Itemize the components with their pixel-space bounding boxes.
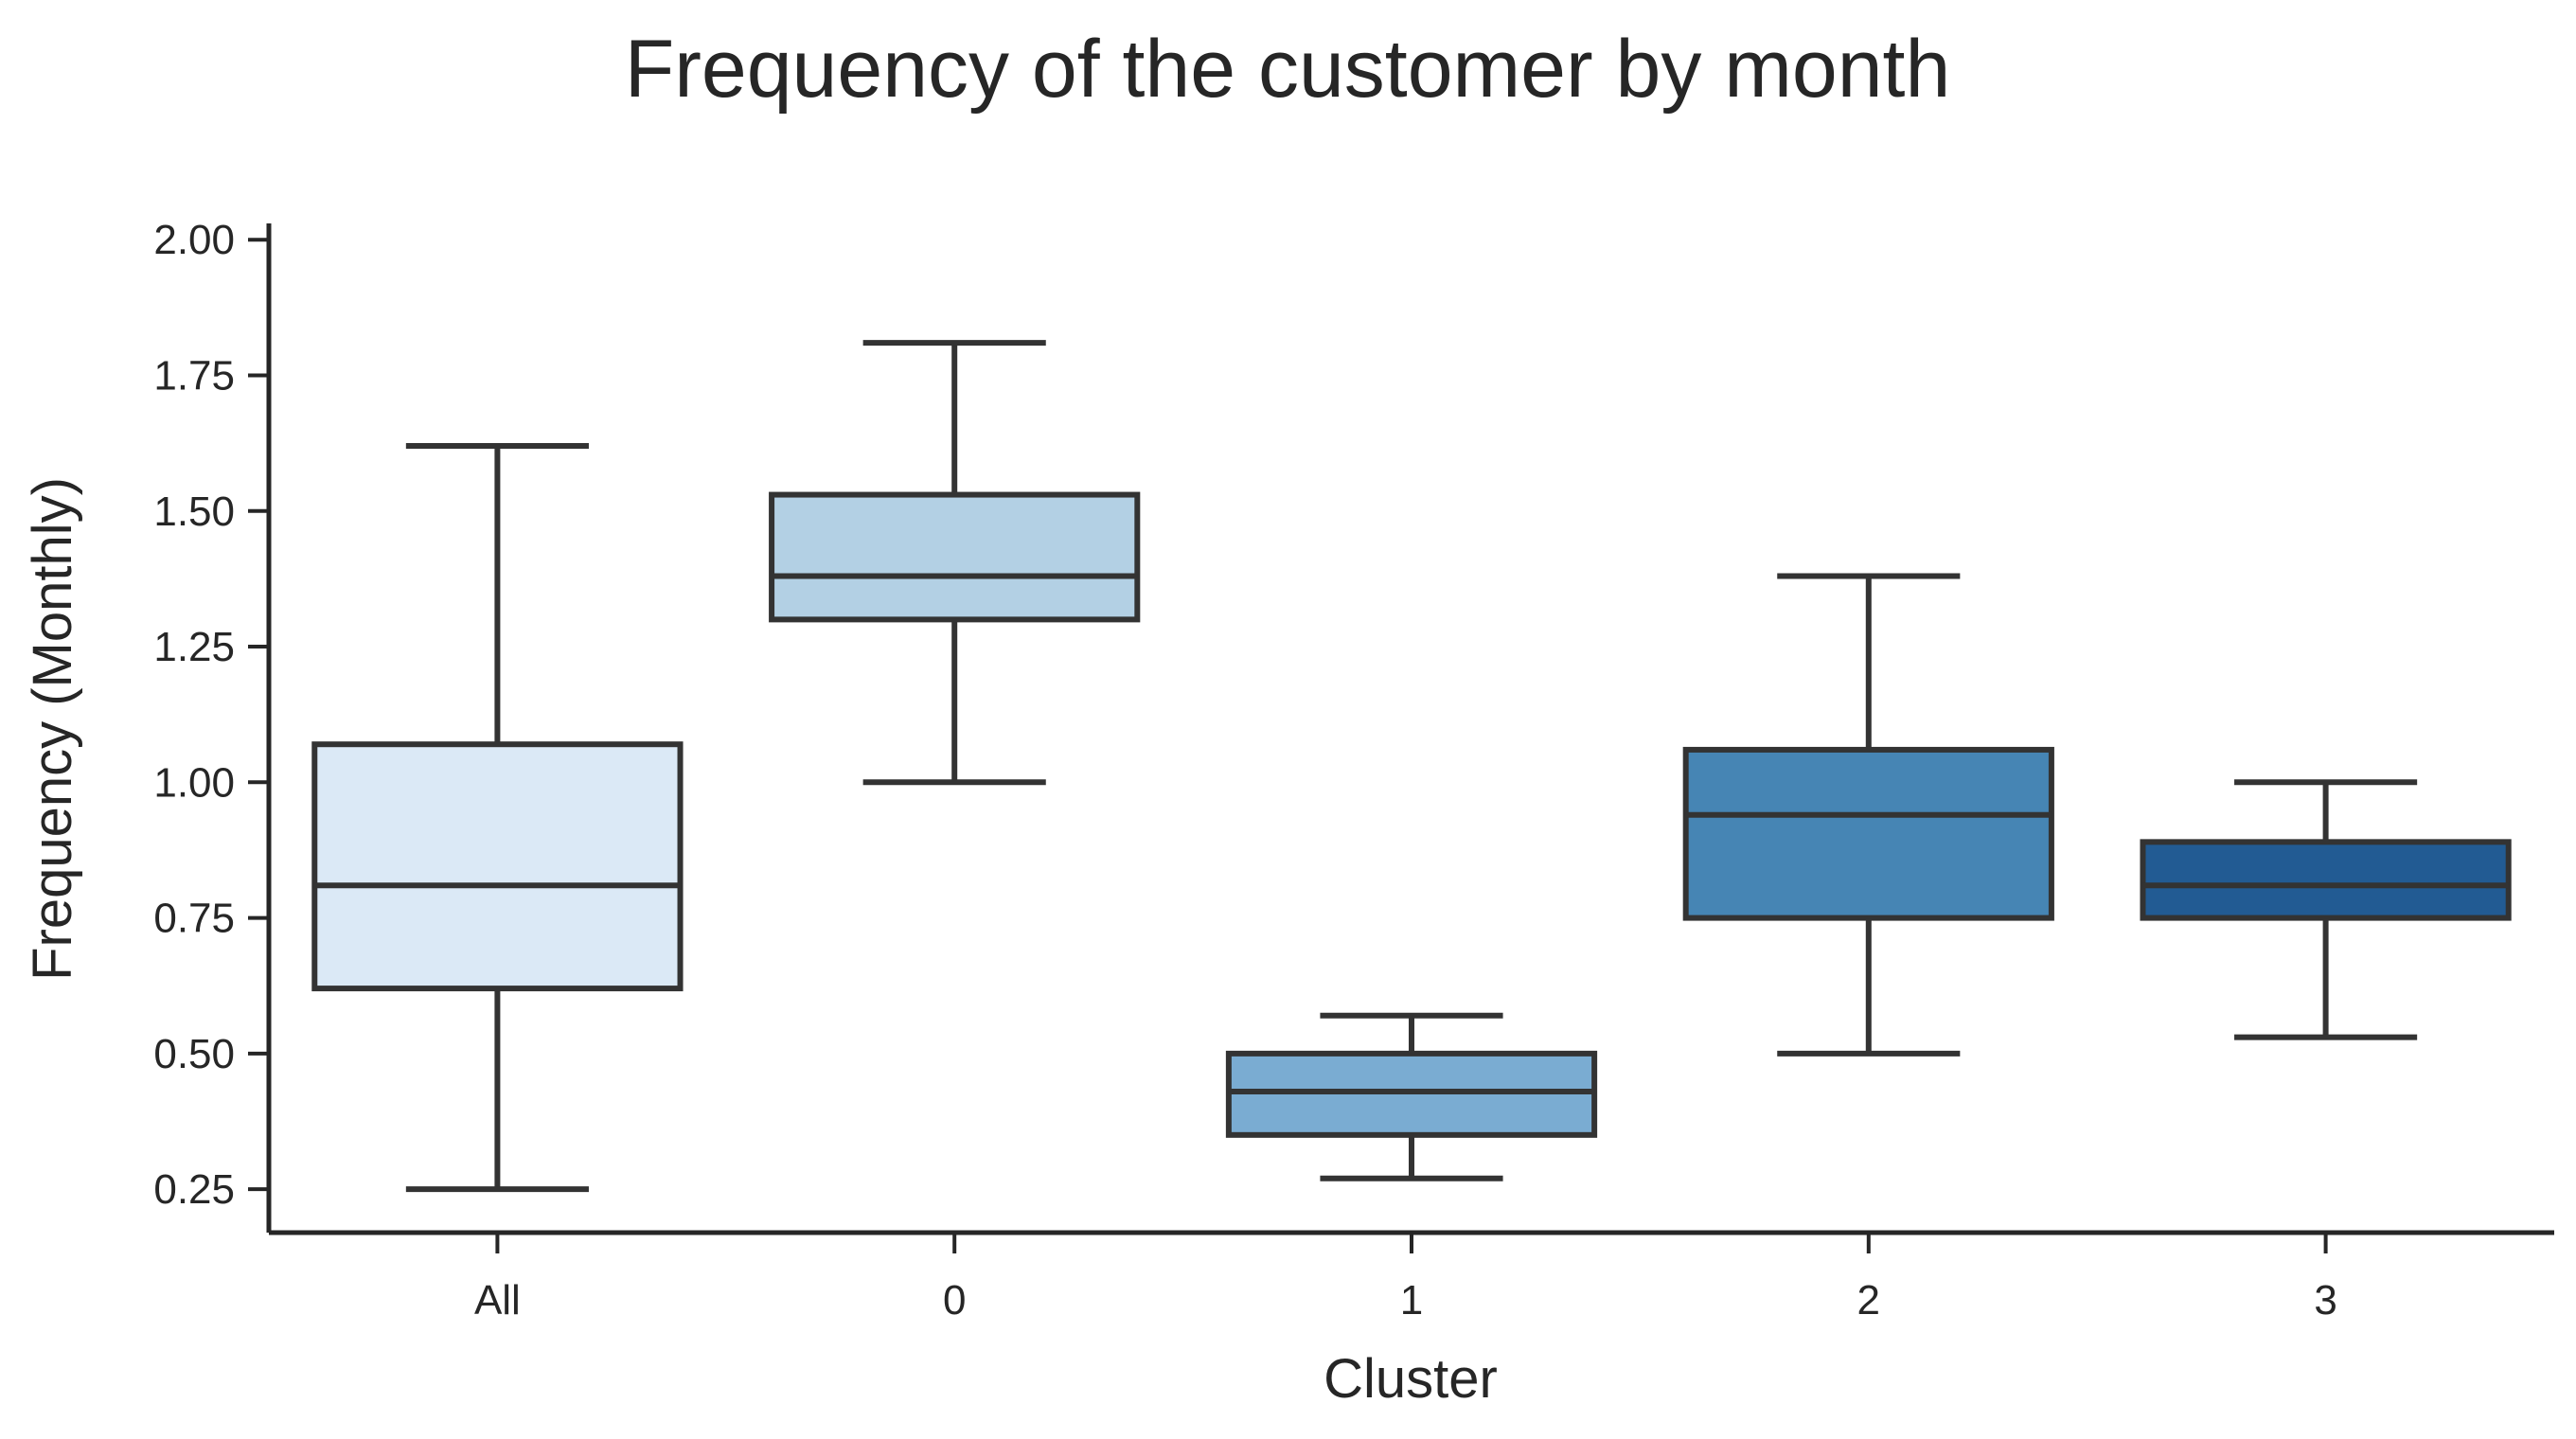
y-tick-label: 1.50	[153, 489, 235, 535]
y-tick-label: 2.00	[153, 217, 235, 263]
iqr-box	[2140, 839, 2512, 921]
box-group	[2140, 779, 2512, 1040]
x-tick-label: 2	[1857, 1277, 1880, 1324]
y-tick-label: 1.25	[153, 624, 235, 670]
x-tick-label: 3	[2314, 1277, 2336, 1324]
y-tick-label: 0.75	[153, 896, 235, 942]
x-tick-label: 0	[943, 1277, 966, 1324]
iqr-box	[769, 491, 1141, 623]
x-tick-label: All	[474, 1277, 521, 1324]
y-axis-label: Frequency (Monthly)	[22, 477, 83, 981]
box-group	[769, 340, 1141, 786]
y-tick-label: 1.00	[153, 759, 235, 806]
box-group	[311, 442, 684, 1193]
box-group	[1225, 1012, 1598, 1181]
x-tick-label: 1	[1400, 1277, 1423, 1324]
axes: 0.25 0.50 0.75 1.00 1.25 1.50 1.75 2.00 All 0 1 2 3	[153, 217, 2554, 1324]
x-axis-label: Cluster	[1324, 1348, 1498, 1410]
boxes	[311, 340, 2512, 1193]
y-tick-label: 0.25	[153, 1166, 235, 1213]
chart-title: Frequency of the customer by month	[625, 24, 1951, 115]
y-tick-label: 1.75	[153, 352, 235, 399]
iqr-box	[1682, 746, 2054, 921]
box-group	[1682, 573, 2054, 1057]
iqr-box	[311, 741, 684, 992]
y-tick-label: 0.50	[153, 1031, 235, 1077]
